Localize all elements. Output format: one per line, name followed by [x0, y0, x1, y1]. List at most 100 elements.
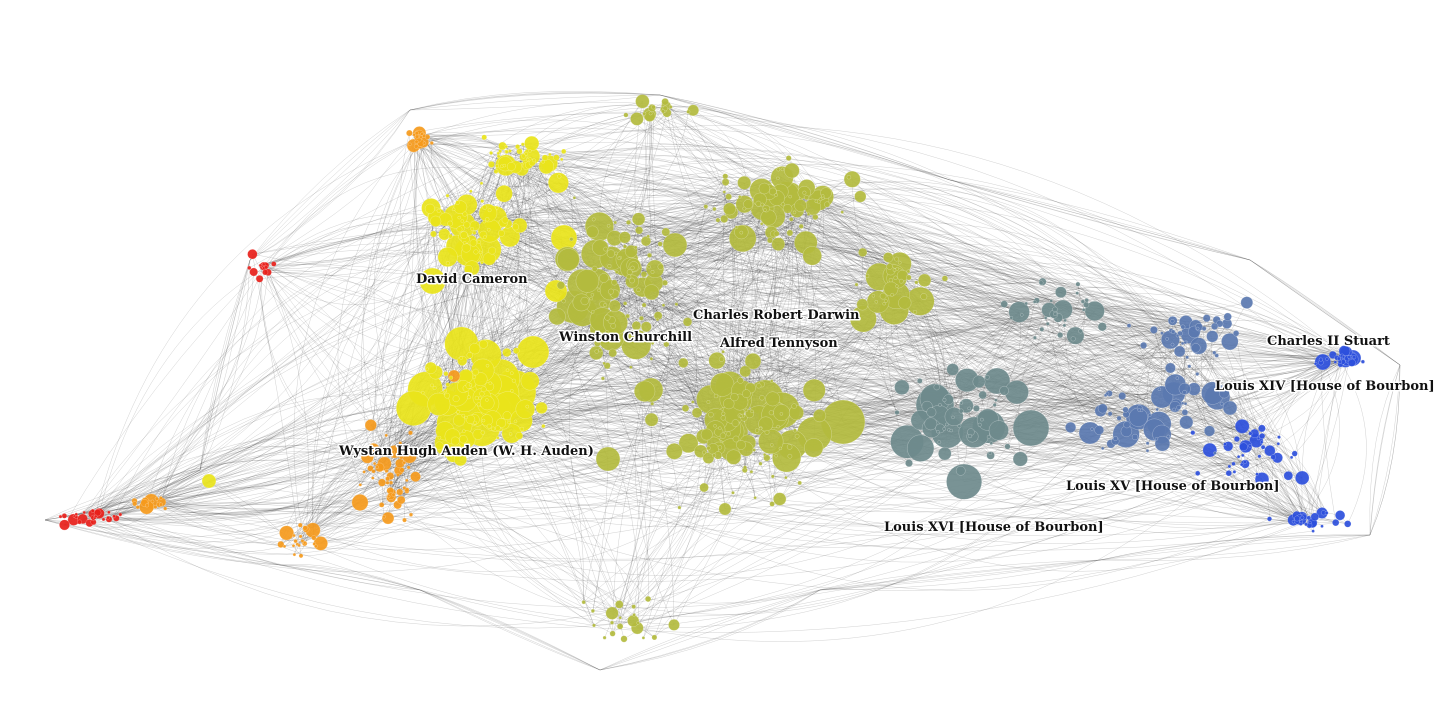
- graph-node[interactable]: [1149, 325, 1158, 334]
- graph-node[interactable]: [967, 406, 971, 411]
- graph-node[interactable]: [413, 143, 419, 149]
- graph-node[interactable]: [358, 483, 363, 487]
- graph-node[interactable]: [661, 279, 668, 286]
- graph-node[interactable]: [942, 427, 947, 431]
- graph-node[interactable]: [463, 264, 474, 275]
- graph-node[interactable]: [1311, 529, 1315, 533]
- graph-node[interactable]: [1351, 354, 1357, 360]
- graph-node[interactable]: [784, 162, 800, 179]
- graph-node[interactable]: [725, 193, 732, 201]
- graph-node[interactable]: [1347, 358, 1356, 367]
- graph-node[interactable]: [291, 543, 296, 548]
- graph-node[interactable]: [367, 465, 374, 472]
- graph-node[interactable]: [893, 275, 898, 280]
- graph-node[interactable]: [631, 212, 646, 226]
- graph-node[interactable]: [1062, 323, 1067, 328]
- graph-node[interactable]: [682, 317, 693, 327]
- graph-node[interactable]: [1175, 333, 1180, 338]
- graph-node[interactable]: [662, 105, 669, 112]
- graph-node[interactable]: [651, 104, 656, 110]
- graph-node[interactable]: [650, 401, 655, 406]
- graph-node[interactable]: [798, 223, 804, 229]
- graph-node[interactable]: [895, 266, 900, 271]
- graph-node[interactable]: [648, 111, 653, 116]
- graph-node[interactable]: [1180, 341, 1185, 346]
- graph-node[interactable]: [598, 348, 603, 353]
- graph-node[interactable]: [1157, 387, 1162, 392]
- graph-node[interactable]: [618, 231, 631, 244]
- graph-node[interactable]: [938, 446, 952, 461]
- graph-node[interactable]: [447, 220, 454, 227]
- graph-node[interactable]: [479, 395, 495, 411]
- graph-node[interactable]: [626, 269, 633, 276]
- graph-node[interactable]: [1039, 326, 1045, 332]
- graph-node[interactable]: [581, 600, 586, 605]
- graph-node[interactable]: [779, 412, 784, 416]
- graph-node[interactable]: [630, 112, 644, 126]
- graph-node[interactable]: [640, 321, 652, 333]
- graph-node[interactable]: [607, 264, 612, 269]
- graph-node[interactable]: [603, 246, 608, 252]
- graph-node[interactable]: [455, 200, 460, 205]
- graph-node[interactable]: [360, 451, 365, 456]
- graph-node[interactable]: [616, 623, 624, 630]
- graph-node[interactable]: [1000, 300, 1008, 308]
- graph-node[interactable]: [1043, 316, 1048, 320]
- graph-node[interactable]: [382, 514, 386, 519]
- graph-node[interactable]: [414, 139, 419, 144]
- graph-node[interactable]: [1131, 433, 1139, 441]
- graph-node[interactable]: [462, 241, 467, 245]
- graph-node[interactable]: [589, 296, 593, 301]
- graph-node[interactable]: [1180, 401, 1185, 406]
- graph-node[interactable]: [1097, 322, 1107, 332]
- graph-node[interactable]: [755, 200, 762, 207]
- graph-node[interactable]: [804, 438, 824, 458]
- label-louis-xvi[interactable]: Louis XVI [House of Bourbon]: [883, 519, 1106, 537]
- graph-node[interactable]: [638, 315, 644, 321]
- graph-node[interactable]: [496, 436, 500, 440]
- graph-node[interactable]: [364, 419, 377, 432]
- graph-node[interactable]: [541, 423, 546, 429]
- graph-node[interactable]: [737, 175, 752, 190]
- graph-node[interactable]: [756, 383, 762, 389]
- graph-node[interactable]: [609, 630, 616, 637]
- graph-node[interactable]: [414, 134, 419, 139]
- graph-node[interactable]: [944, 422, 949, 427]
- graph-node[interactable]: [739, 230, 744, 235]
- graph-node[interactable]: [1012, 409, 1050, 447]
- graph-node[interactable]: [556, 281, 566, 290]
- graph-node[interactable]: [1178, 382, 1191, 395]
- graph-node[interactable]: [1154, 435, 1171, 452]
- graph-node[interactable]: [770, 474, 775, 479]
- graph-node[interactable]: [1341, 355, 1346, 359]
- graph-node[interactable]: [980, 417, 984, 422]
- graph-node[interactable]: [247, 249, 258, 260]
- graph-node[interactable]: [298, 534, 303, 539]
- graph-node[interactable]: [1145, 448, 1150, 453]
- graph-node[interactable]: [820, 194, 825, 198]
- graph-node[interactable]: [606, 249, 616, 258]
- graph-node[interactable]: [609, 620, 615, 625]
- graph-node[interactable]: [460, 219, 465, 223]
- graph-node[interactable]: [1210, 322, 1219, 331]
- graph-node[interactable]: [487, 160, 495, 168]
- graph-node[interactable]: [706, 445, 711, 451]
- graph-node[interactable]: [1232, 470, 1237, 474]
- graph-node[interactable]: [279, 525, 295, 541]
- graph-node[interactable]: [1232, 330, 1240, 337]
- graph-node[interactable]: [429, 140, 434, 146]
- graph-node[interactable]: [941, 275, 949, 282]
- graph-node[interactable]: [792, 428, 797, 433]
- graph-node[interactable]: [520, 142, 525, 147]
- graph-node[interactable]: [1185, 355, 1189, 360]
- graph-node[interactable]: [1283, 470, 1294, 481]
- graph-node[interactable]: [924, 417, 938, 431]
- graph-node[interactable]: [277, 540, 285, 548]
- graph-node[interactable]: [505, 150, 509, 154]
- graph-node[interactable]: [476, 240, 482, 245]
- graph-node[interactable]: [1045, 321, 1050, 326]
- graph-node[interactable]: [1112, 435, 1119, 442]
- graph-node[interactable]: [384, 468, 389, 474]
- graph-node[interactable]: [938, 403, 942, 407]
- graph-node[interactable]: [620, 635, 628, 643]
